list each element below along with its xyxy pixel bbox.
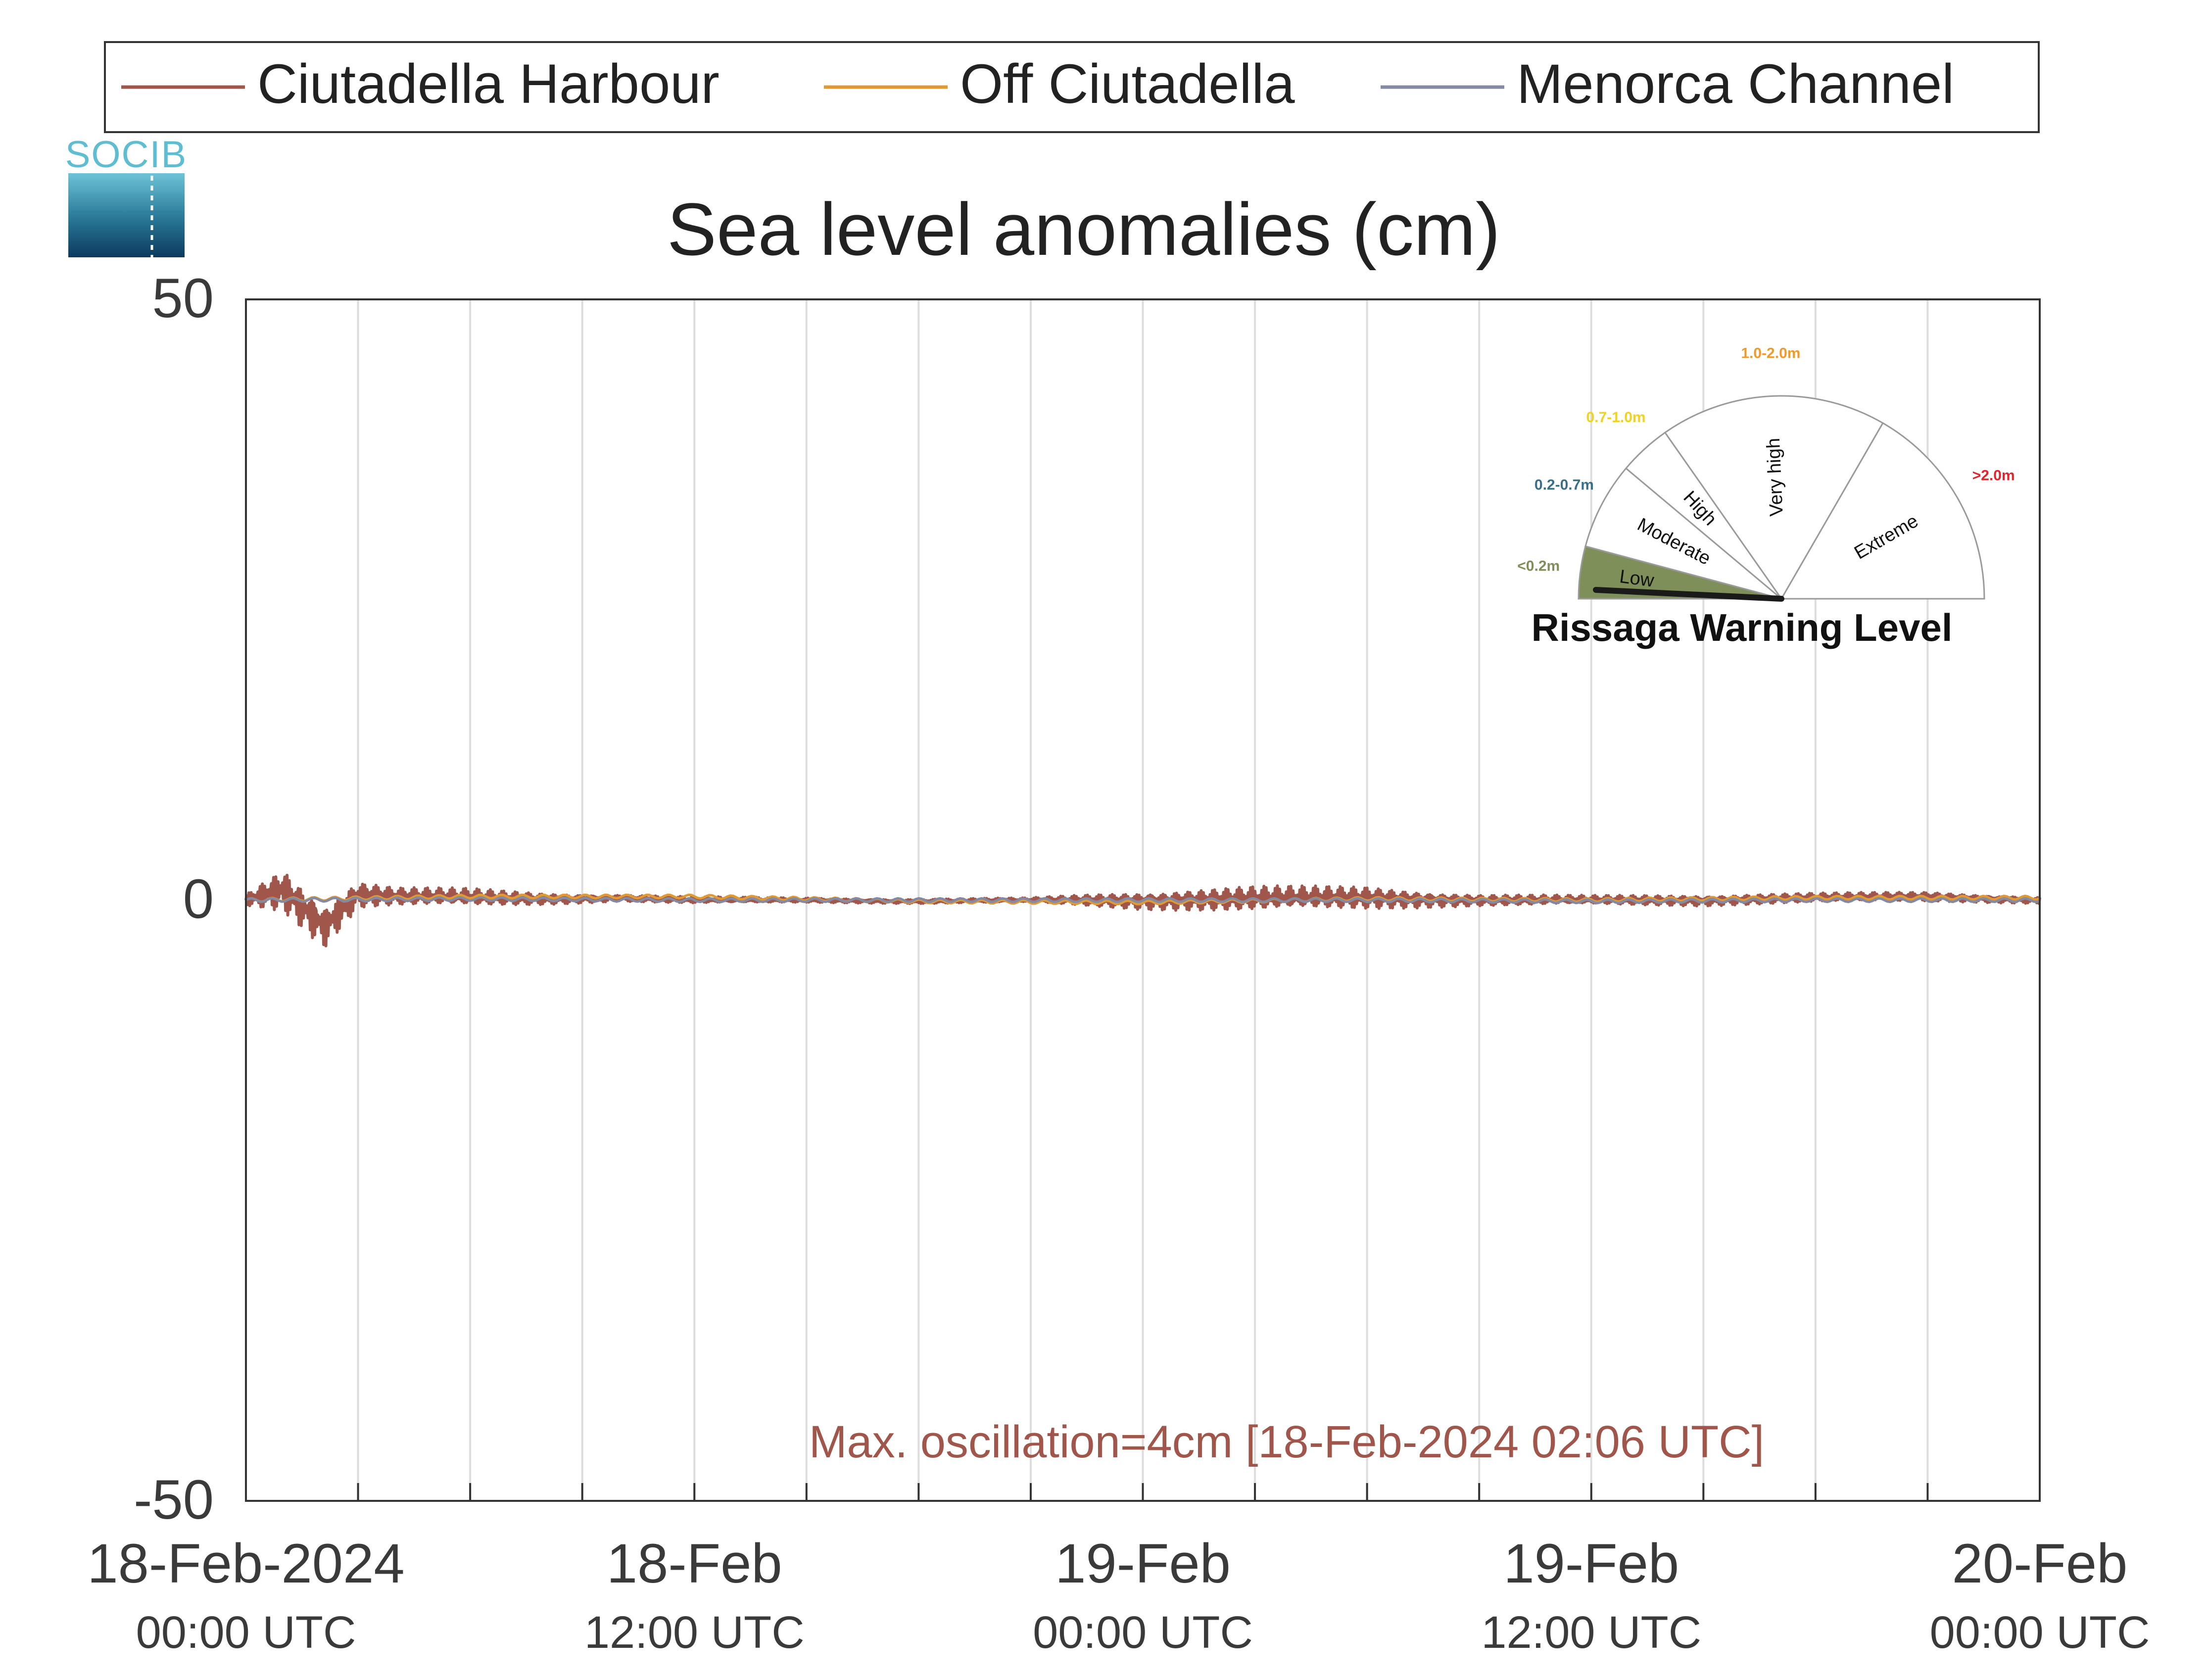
x-tick-label: 19-Feb	[1055, 1533, 1231, 1594]
series-line	[245, 893, 2040, 906]
gauge-range-label: 1.0-2.0m	[1741, 345, 1800, 361]
series-line	[245, 896, 2040, 905]
gauge-range-label: >2.0m	[1972, 467, 2015, 483]
gauge-level-name: Very high	[1763, 437, 1787, 517]
gauge-range-label: 0.7-1.0m	[1586, 409, 1646, 426]
gauge-sector	[1780, 422, 1985, 600]
x-tick-sublabel: 12:00 UTC	[1481, 1607, 1701, 1658]
x-tick-label: 18-Feb	[607, 1533, 782, 1594]
x-tick-marks	[357, 1483, 1929, 1501]
x-tick-sublabel: 00:00 UTC	[136, 1607, 356, 1658]
gauge-level-name: Low	[1618, 566, 1655, 591]
legend-box	[104, 41, 2040, 133]
x-tick-label: 20-Feb	[1952, 1533, 2128, 1594]
gauge-range-label: <0.2m	[1517, 558, 1560, 574]
socib-logo: SOCIB	[65, 134, 188, 257]
x-tick-label: 18-Feb-2024	[87, 1533, 404, 1594]
gauge-range-label: 0.2-0.7m	[1535, 477, 1594, 493]
y-tick-labels: 50 0 -50	[134, 267, 214, 1531]
gauge-sector	[1664, 395, 1884, 600]
x-tick-label: 19-Feb	[1503, 1533, 1679, 1594]
gauge-title: Rissaga Warning Level	[1531, 606, 1952, 649]
series-layer	[244, 873, 2041, 948]
x-tick-sublabel: 12:00 UTC	[584, 1607, 805, 1658]
gauge-needle	[1593, 587, 1784, 602]
legend-label: Off Ciutadella	[960, 53, 1295, 115]
chart-title: Sea level anomalies (cm)	[667, 188, 1500, 271]
y-tick-label: -50	[134, 1469, 214, 1531]
socib-logo-block	[68, 173, 185, 257]
x-tick-labels: 18-Feb-2024 00:00 UTC 18-Feb 12:00 UTC 19-Fe…	[87, 1533, 2150, 1658]
max-oscillation-annotation: Max. oscillation=4cm [18-Feb-2024 02:06 …	[809, 1417, 1764, 1467]
y-tick-label: 50	[152, 267, 214, 329]
legend: Ciutadella Harbour Off Ciutadella Menorca …	[104, 41, 2040, 133]
y-tick-label: 0	[183, 868, 214, 930]
socib-logo-text: SOCIB	[65, 134, 188, 176]
x-tick-sublabel: 00:00 UTC	[1033, 1607, 1253, 1658]
x-tick-sublabel: 00:00 UTC	[1930, 1607, 2150, 1658]
legend-label: Ciutadella Harbour	[257, 53, 719, 115]
gauge-sector	[1584, 467, 1782, 600]
rissaga-warning-gauge: Low<0.2m Moderate0.2-0.7mHigh0.7-1.0mVery…	[1517, 345, 2014, 649]
legend-label: Menorca Channel	[1517, 53, 1954, 115]
